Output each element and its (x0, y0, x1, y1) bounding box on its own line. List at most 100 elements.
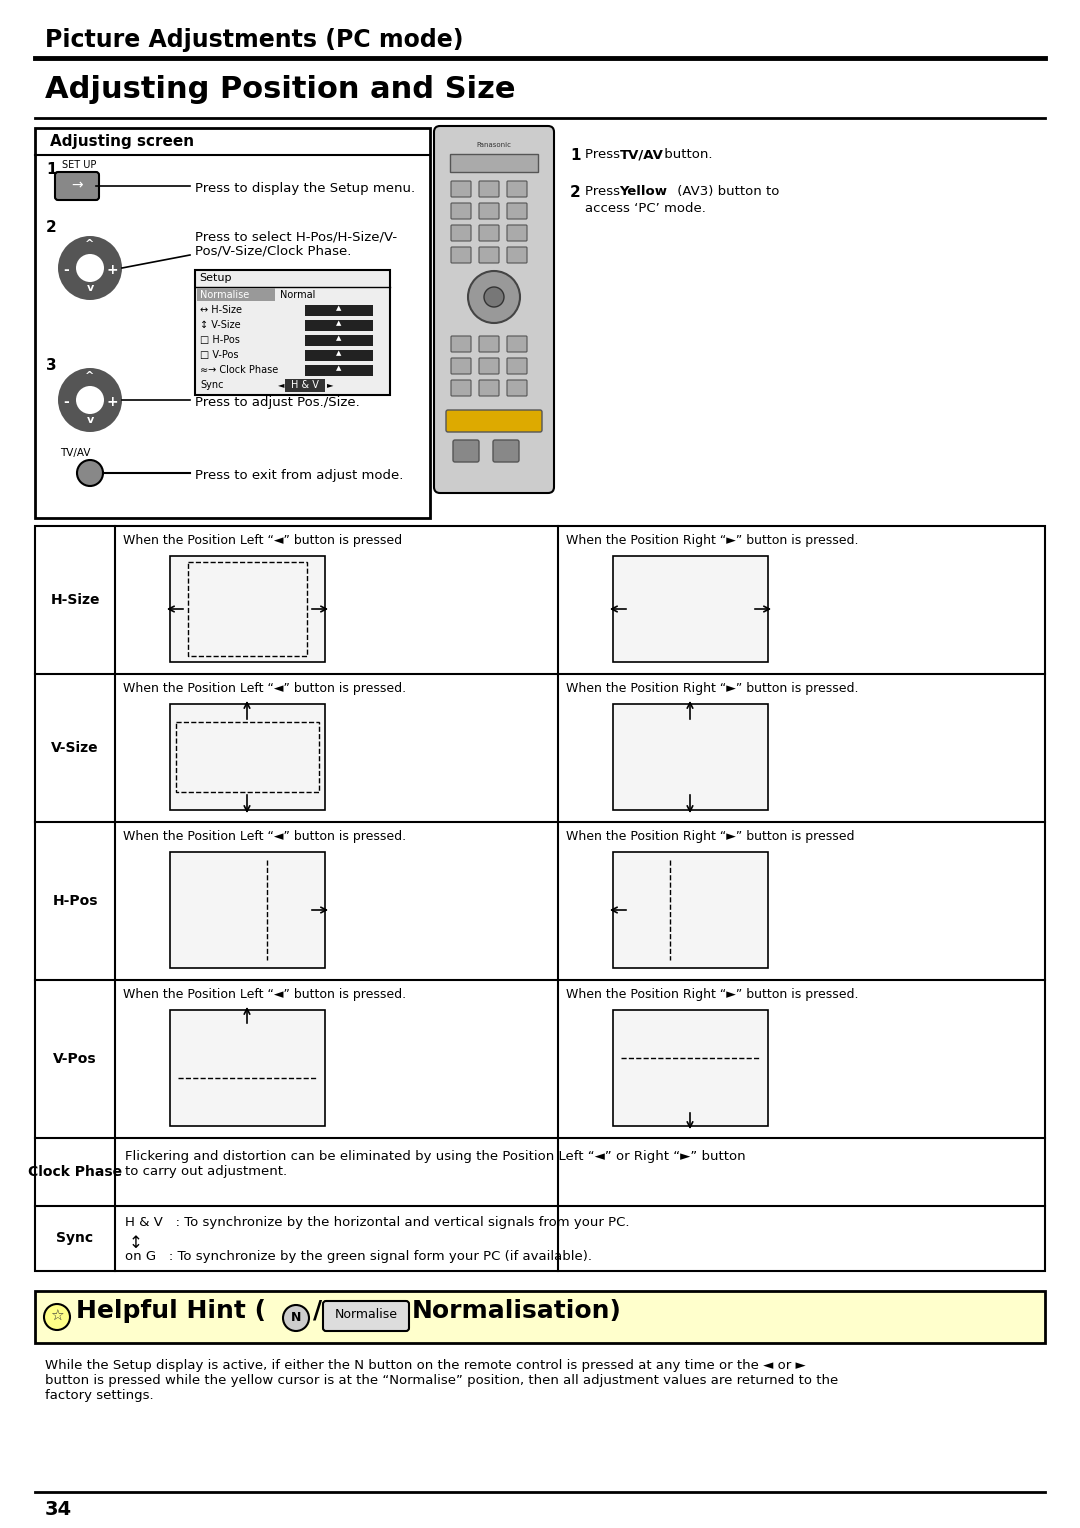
Bar (35, 1291, 1045, 1343)
Text: 3: 3 (46, 358, 56, 373)
Text: Helpful Hint (: Helpful Hint ( (76, 1299, 266, 1323)
Bar (613, 853, 768, 969)
Text: When the Position Right “►” button is pressed.: When the Position Right “►” button is pr… (566, 681, 859, 695)
Text: +: + (106, 263, 118, 277)
Circle shape (58, 368, 122, 432)
Text: ▲: ▲ (336, 319, 341, 325)
Bar (613, 704, 768, 810)
Bar (305, 335, 373, 345)
Text: V-Size: V-Size (51, 741, 98, 755)
Text: Adjusting Position and Size: Adjusting Position and Size (45, 75, 515, 104)
FancyBboxPatch shape (507, 225, 527, 241)
Text: ▲: ▲ (336, 365, 341, 371)
Text: ▲: ▲ (336, 335, 341, 341)
Text: TV/AV: TV/AV (620, 148, 664, 160)
Text: ^: ^ (85, 238, 95, 249)
Text: Clock Phase: Clock Phase (28, 1164, 122, 1180)
Text: ▲: ▲ (336, 306, 341, 312)
FancyBboxPatch shape (451, 203, 471, 219)
Bar (188, 562, 307, 656)
Text: □ V-Pos: □ V-Pos (200, 350, 239, 361)
Text: Sync: Sync (200, 380, 224, 390)
Text: When the Position Left “◄” button is pressed: When the Position Left “◄” button is pre… (123, 533, 402, 547)
Bar (170, 853, 325, 969)
Bar (35, 526, 1045, 1271)
Text: ◄: ◄ (278, 380, 284, 390)
Text: Normalise: Normalise (335, 1308, 397, 1322)
FancyBboxPatch shape (55, 173, 99, 200)
Text: When the Position Left “◄” button is pressed.: When the Position Left “◄” button is pre… (123, 681, 406, 695)
FancyBboxPatch shape (434, 125, 554, 494)
FancyBboxPatch shape (480, 336, 499, 351)
Bar (197, 287, 275, 301)
FancyBboxPatch shape (507, 180, 527, 197)
FancyBboxPatch shape (492, 440, 519, 461)
FancyBboxPatch shape (451, 358, 471, 374)
Bar (305, 319, 373, 332)
FancyBboxPatch shape (480, 180, 499, 197)
Text: ☆: ☆ (50, 1309, 64, 1323)
FancyBboxPatch shape (451, 380, 471, 396)
Text: 34: 34 (45, 1500, 72, 1519)
Text: 1: 1 (570, 148, 581, 163)
Bar (170, 556, 325, 662)
Text: -: - (63, 396, 69, 410)
FancyBboxPatch shape (453, 440, 480, 461)
Text: V-Pos: V-Pos (53, 1051, 97, 1067)
Text: +: + (106, 396, 118, 410)
Text: Press to display the Setup menu.: Press to display the Setup menu. (195, 182, 415, 196)
Text: v: v (86, 416, 94, 425)
Text: N: N (291, 1311, 301, 1323)
Text: -: - (63, 263, 69, 277)
Circle shape (283, 1305, 309, 1331)
FancyBboxPatch shape (507, 336, 527, 351)
Bar (450, 154, 538, 173)
Circle shape (58, 235, 122, 299)
Text: When the Position Right “►” button is pressed.: When the Position Right “►” button is pr… (566, 989, 859, 1001)
Circle shape (44, 1303, 70, 1329)
FancyBboxPatch shape (507, 358, 527, 374)
Bar (285, 379, 325, 393)
Text: TV/AV: TV/AV (60, 448, 91, 458)
Text: →: → (71, 177, 83, 193)
Bar (195, 270, 390, 396)
FancyBboxPatch shape (451, 225, 471, 241)
FancyBboxPatch shape (507, 203, 527, 219)
Text: H & V: H & V (292, 380, 319, 390)
Circle shape (76, 387, 104, 414)
Text: access ‘PC’ mode.: access ‘PC’ mode. (585, 202, 706, 215)
Text: While the Setup display is active, if either the N button on the remote control : While the Setup display is active, if ei… (45, 1358, 838, 1403)
Text: Panasonic: Panasonic (476, 142, 512, 148)
Bar (170, 1010, 325, 1126)
Text: (AV3) button to: (AV3) button to (673, 185, 780, 199)
Text: /: / (313, 1299, 322, 1323)
FancyBboxPatch shape (480, 225, 499, 241)
Text: 2: 2 (570, 185, 581, 200)
Text: Setup: Setup (199, 274, 231, 283)
Text: H-Size: H-Size (51, 593, 99, 607)
Text: When the Position Left “◄” button is pressed.: When the Position Left “◄” button is pre… (123, 989, 406, 1001)
Text: □ H-Pos: □ H-Pos (200, 335, 240, 345)
FancyBboxPatch shape (451, 180, 471, 197)
Text: Flickering and distortion can be eliminated by using the Position Left “◄” or Ri: Flickering and distortion can be elimina… (125, 1151, 745, 1178)
Text: ^: ^ (85, 371, 95, 380)
Bar (613, 556, 768, 662)
Bar (35, 128, 430, 518)
Text: ≈→ Clock Phase: ≈→ Clock Phase (200, 365, 279, 374)
Text: Yellow: Yellow (619, 185, 667, 199)
Bar (170, 704, 325, 810)
Bar (613, 1010, 768, 1126)
Text: button.: button. (660, 148, 713, 160)
FancyBboxPatch shape (451, 336, 471, 351)
Text: ↕: ↕ (129, 1235, 143, 1251)
Text: ↕ V-Size: ↕ V-Size (200, 319, 241, 330)
Text: Normalise: Normalise (200, 290, 249, 299)
Text: Adjusting screen: Adjusting screen (50, 134, 194, 150)
FancyBboxPatch shape (446, 410, 542, 432)
Text: Press: Press (585, 148, 624, 160)
Text: H & V   : To synchronize by the horizontal and vertical signals from your PC.: H & V : To synchronize by the horizontal… (125, 1216, 630, 1229)
FancyBboxPatch shape (480, 248, 499, 263)
FancyBboxPatch shape (323, 1300, 409, 1331)
FancyBboxPatch shape (451, 248, 471, 263)
Text: 2: 2 (46, 220, 57, 235)
